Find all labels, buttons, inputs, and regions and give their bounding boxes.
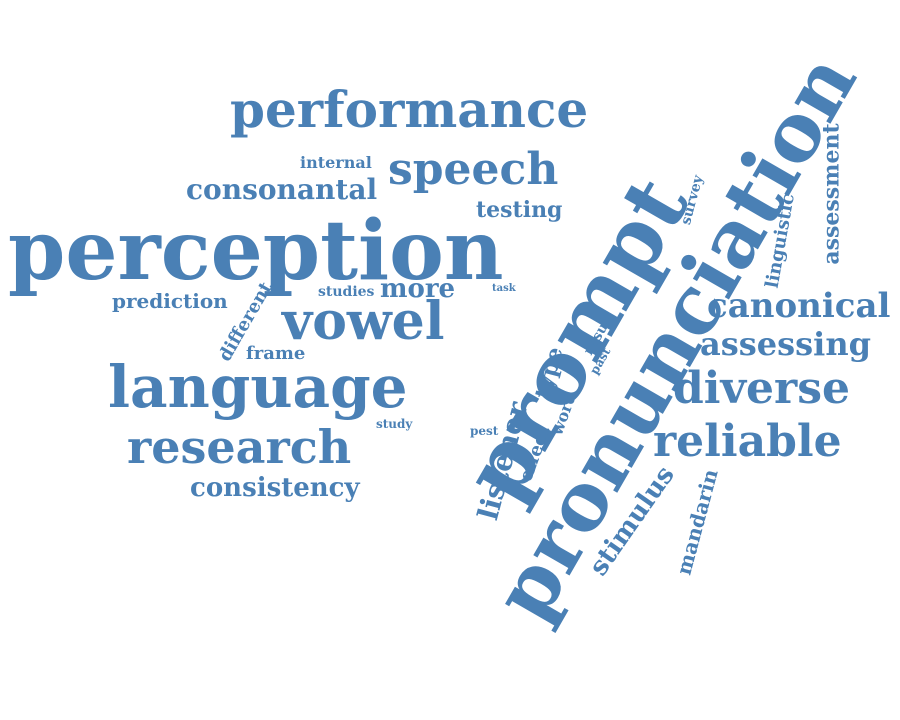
word-assessment: assessment xyxy=(818,123,845,265)
word-testing: testing xyxy=(476,197,563,223)
word-research: research xyxy=(127,420,352,474)
word-task: task xyxy=(492,283,516,294)
word-perception: perception xyxy=(8,203,504,299)
word-speech: speech xyxy=(388,144,559,195)
word-assessing: assessing xyxy=(700,325,871,363)
word-reliable: reliable xyxy=(653,416,842,467)
word-language: language xyxy=(108,353,408,421)
word-diverse: diverse xyxy=(673,363,850,414)
word-consonantal: consonantal xyxy=(186,173,378,206)
word-studies: studies xyxy=(318,284,375,300)
word-internal: internal xyxy=(300,153,372,172)
word-performance: performance xyxy=(230,80,589,139)
word-pest: pest xyxy=(470,424,499,438)
word-consistency: consistency xyxy=(190,473,360,503)
word-vowel: vowel xyxy=(282,291,445,352)
word-study: study xyxy=(376,417,413,431)
word-frame: frame xyxy=(246,343,306,364)
word-mandarin: mandarin xyxy=(671,466,723,578)
word-prediction: prediction xyxy=(112,289,228,313)
word-more: more xyxy=(380,274,456,304)
word-canonical: canonical xyxy=(707,286,891,326)
